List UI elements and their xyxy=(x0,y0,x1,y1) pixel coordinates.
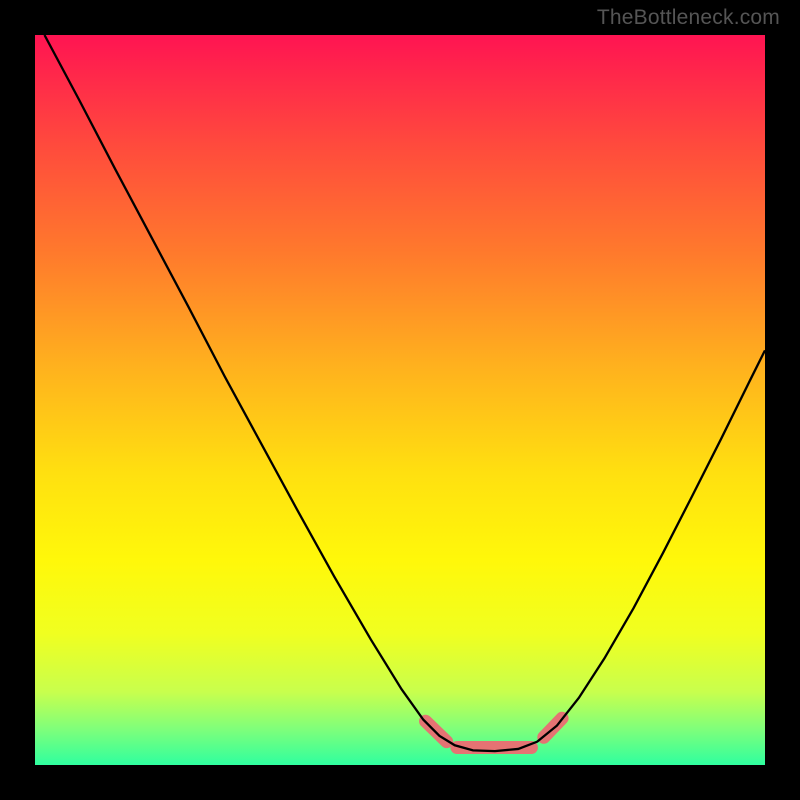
watermark-text: TheBottleneck.com xyxy=(597,6,780,30)
chart-plot-area xyxy=(35,35,765,765)
chart-background xyxy=(35,35,765,765)
chart-svg xyxy=(35,35,765,765)
